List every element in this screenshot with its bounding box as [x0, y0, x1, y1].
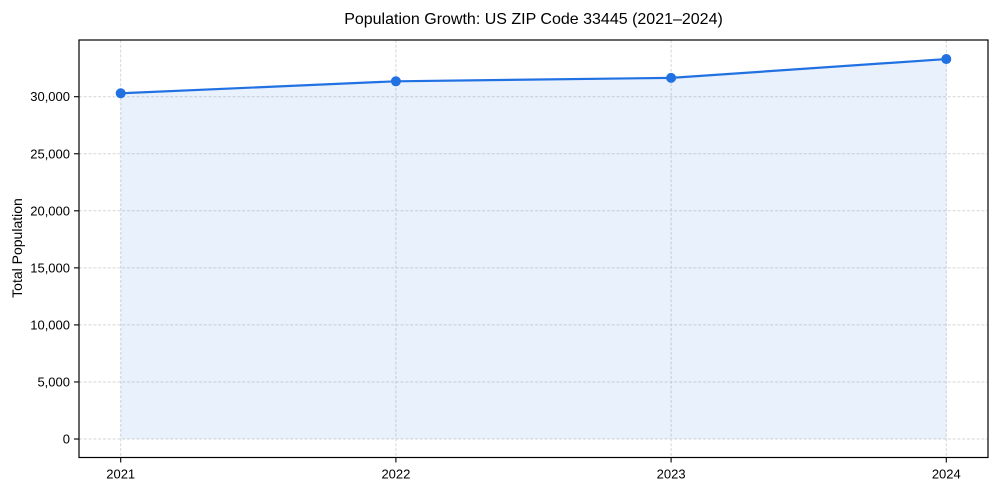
x-tick-label: 2021 — [106, 467, 135, 482]
y-tick-label: 15,000 — [30, 260, 70, 275]
data-point-marker — [390, 76, 401, 87]
y-tick-label: 10,000 — [30, 317, 70, 332]
y-tick-label: 0 — [63, 432, 70, 447]
y-tick-label: 25,000 — [30, 146, 70, 161]
data-point-marker — [941, 54, 952, 65]
data-point-marker — [115, 88, 126, 99]
y-tick-label: 20,000 — [30, 203, 70, 218]
area-fill — [120, 59, 947, 440]
x-tick-label: 2022 — [381, 467, 410, 482]
chart-title: Population Growth: US ZIP Code 33445 (20… — [344, 11, 723, 28]
y-tick-label: 30,000 — [30, 89, 70, 104]
data-point-marker — [666, 72, 677, 83]
y-axis-label: Total Population — [9, 198, 25, 298]
x-tick-label: 2023 — [657, 467, 686, 482]
y-tick-label: 5,000 — [37, 374, 70, 389]
x-tick-label: 2024 — [932, 467, 961, 482]
plot-border — [78, 39, 989, 459]
data-line — [119, 57, 948, 95]
